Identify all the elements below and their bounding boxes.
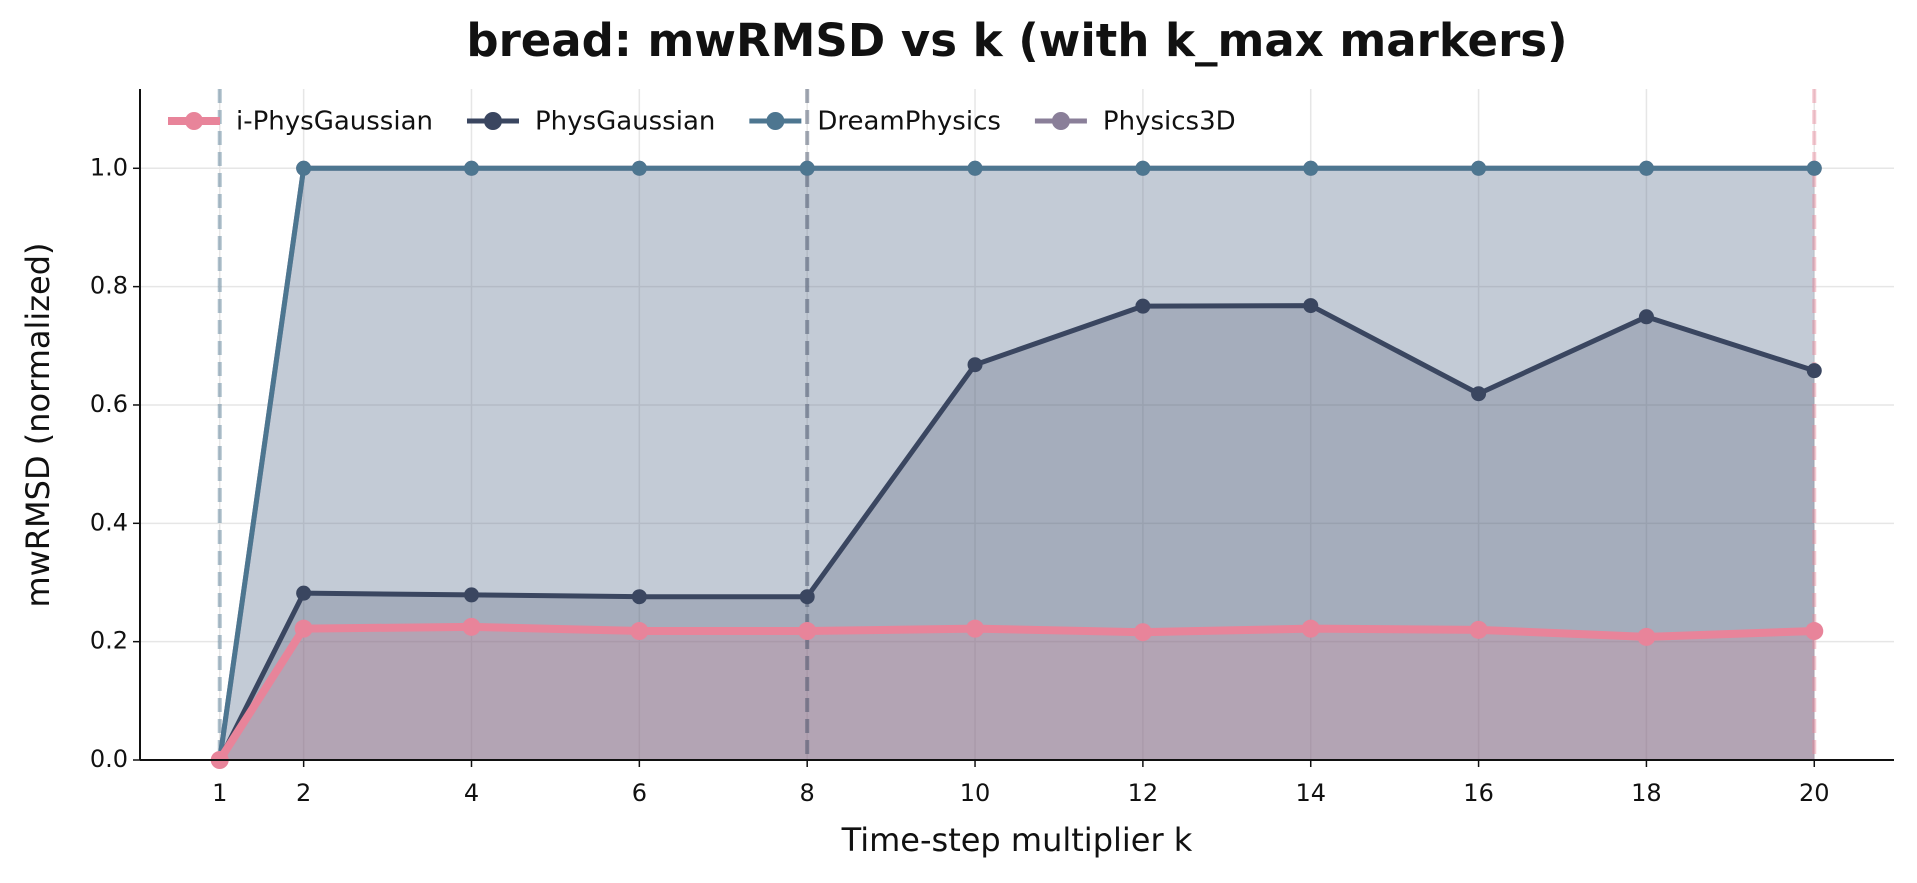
legend-label: DreamPhysics — [817, 107, 1001, 137]
chart-title: bread: mwRMSD vs k (with k_max markers) — [466, 14, 1567, 67]
legend-item: DreamPhysics — [749, 107, 1001, 137]
legend-label: i-PhysGaussian — [236, 107, 433, 137]
marker — [1471, 160, 1487, 176]
x-tick-label: 2 — [296, 779, 311, 807]
marker — [1303, 160, 1319, 176]
marker — [631, 589, 647, 605]
legend-item: PhysGaussian — [466, 107, 715, 137]
y-axis-label: mwRMSD (normalized) — [19, 242, 57, 607]
x-tick-label: 8 — [800, 779, 815, 807]
marker — [1133, 623, 1152, 642]
area — [219, 305, 1815, 760]
x-tick-label: 12 — [1128, 779, 1159, 807]
x-tick-label: 16 — [1463, 779, 1494, 807]
marker — [1135, 298, 1151, 314]
x-tick-label: 20 — [1799, 779, 1830, 807]
x-tick-label: 18 — [1631, 779, 1662, 807]
y-tick-label: 0.8 — [90, 272, 128, 300]
x-tick-label: 1 — [212, 779, 227, 807]
y-tick-label: 1.0 — [90, 153, 128, 181]
marker — [463, 587, 479, 603]
y-tick-label: 0.2 — [90, 627, 128, 655]
marker — [294, 619, 313, 638]
marker — [1805, 622, 1824, 641]
marker — [966, 619, 985, 638]
marker — [799, 160, 815, 176]
marker — [1301, 619, 1320, 638]
marker — [296, 160, 312, 176]
x-tick-label: 6 — [632, 779, 647, 807]
marker — [1806, 160, 1822, 176]
legend-label: PhysGaussian — [535, 107, 715, 137]
legend-label: Physics3D — [1103, 107, 1236, 137]
area — [219, 626, 1815, 760]
marker — [1638, 160, 1654, 176]
marker — [1637, 627, 1656, 646]
marker — [1471, 386, 1487, 402]
marker — [967, 160, 983, 176]
legend-swatch-marker — [483, 112, 502, 130]
marker — [1638, 309, 1654, 325]
legend-swatch-marker — [185, 112, 203, 130]
marker — [1806, 363, 1822, 379]
marker — [630, 622, 649, 641]
marker — [631, 160, 647, 176]
marker — [1135, 160, 1151, 176]
marker — [463, 160, 479, 176]
y-tick-label: 0.6 — [90, 390, 128, 418]
legend-swatch-marker — [766, 112, 785, 130]
y-tick-label: 0.0 — [90, 745, 128, 773]
marker — [296, 585, 312, 601]
marker — [798, 622, 817, 641]
area — [219, 168, 1815, 760]
marker — [799, 589, 815, 605]
marker — [1469, 620, 1488, 639]
x-tick-label: 14 — [1295, 779, 1326, 807]
legend-swatch-marker — [1051, 112, 1070, 130]
x-tick-label: 10 — [960, 779, 991, 807]
x-tick-label: 4 — [464, 779, 479, 807]
legend-item: Physics3D — [1034, 107, 1236, 137]
marker — [462, 617, 481, 636]
legend-item: i-PhysGaussian — [168, 107, 433, 137]
x-axis-label: Time-step multiplier k — [841, 821, 1193, 859]
marker — [967, 357, 983, 373]
y-tick-label: 0.4 — [90, 508, 128, 536]
area — [219, 168, 1815, 760]
marker — [1303, 298, 1319, 314]
